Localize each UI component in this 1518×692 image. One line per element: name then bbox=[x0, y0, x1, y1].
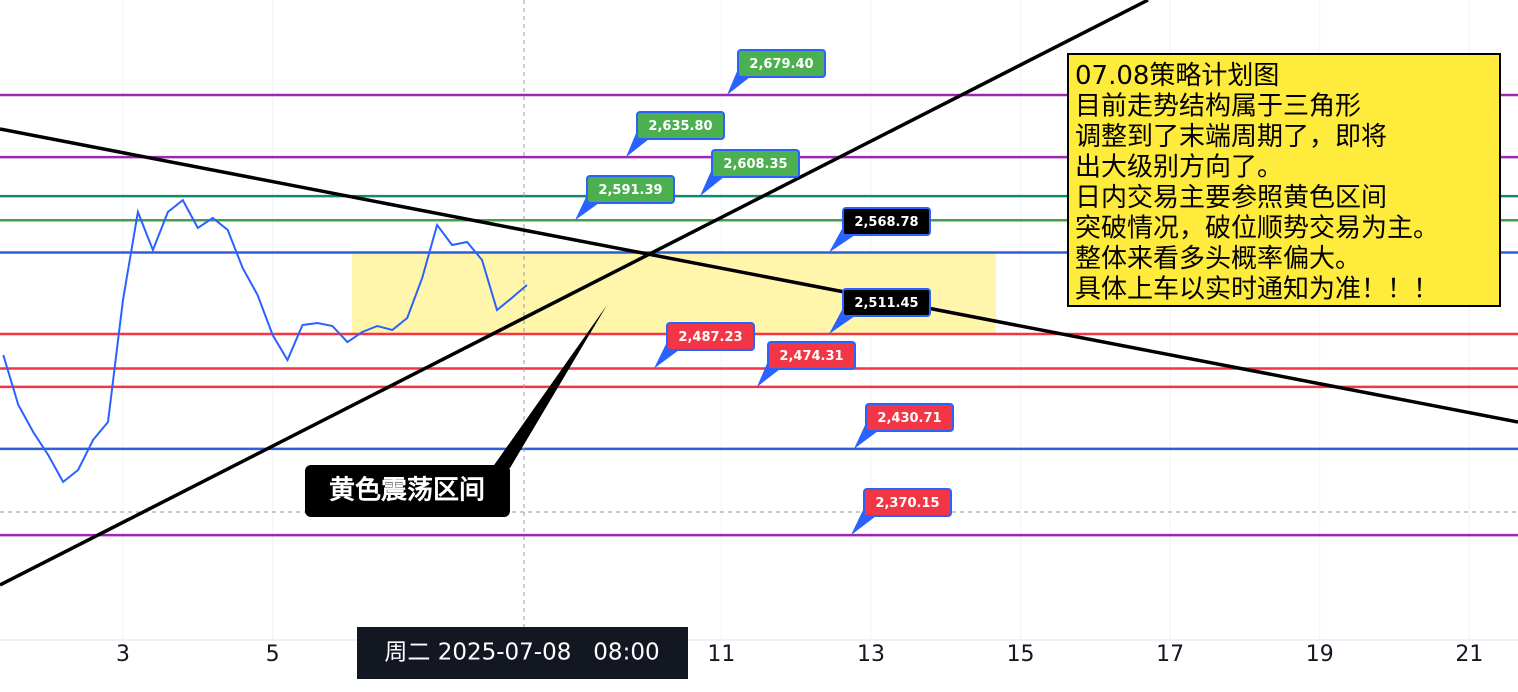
x-tick-label: 3 bbox=[116, 642, 130, 667]
crosshair-label: 周二 2025-07-08 08:00 bbox=[384, 640, 659, 666]
level-label-box bbox=[863, 488, 952, 517]
level-label-box bbox=[842, 207, 931, 236]
x-tick-label: 15 bbox=[1007, 642, 1035, 667]
level-label: 2,591.39 bbox=[598, 183, 662, 198]
x-tick-label: 17 bbox=[1156, 642, 1184, 667]
level-label: 2,474.31 bbox=[779, 349, 843, 364]
x-tick-label: 11 bbox=[707, 642, 735, 667]
note-box bbox=[1067, 53, 1501, 307]
zone-pointer bbox=[492, 305, 607, 468]
level-label-box bbox=[865, 403, 954, 432]
zone-label-box bbox=[305, 465, 510, 517]
level-label: 2,511.45 bbox=[854, 296, 918, 311]
crosshair-label-box bbox=[357, 627, 688, 679]
note-line: 整体来看多头概率偏大。 bbox=[1075, 244, 1361, 274]
level-label-box bbox=[842, 288, 931, 317]
x-tick-label: 19 bbox=[1306, 642, 1334, 667]
note-line: 具体上车以实时通知为准！！！ bbox=[1075, 275, 1439, 305]
down-trendline bbox=[0, 127, 1518, 424]
level-label: 2,487.23 bbox=[678, 330, 742, 345]
level-label: 2,608.35 bbox=[723, 157, 787, 172]
x-tick-label: 5 bbox=[266, 642, 280, 667]
note-line: 出大级别方向了。 bbox=[1075, 153, 1283, 183]
level-label-box bbox=[767, 341, 856, 370]
note-line: 目前走势结构属于三角形 bbox=[1075, 92, 1361, 122]
x-axis-area bbox=[0, 640, 1518, 692]
level-label-box bbox=[737, 49, 826, 78]
level-label: 2,635.80 bbox=[648, 119, 712, 134]
level-label: 2,568.78 bbox=[854, 215, 918, 230]
note-line: 日内交易主要参照黄色区间 bbox=[1075, 183, 1387, 213]
level-label-box bbox=[666, 322, 755, 351]
up-trendline bbox=[0, 0, 1149, 587]
level-label: 2,679.40 bbox=[749, 57, 813, 72]
level-label-box bbox=[711, 149, 800, 178]
level-label: 2,430.71 bbox=[877, 411, 941, 426]
note-line: 调整到了末端周期了，即将 bbox=[1075, 122, 1387, 152]
zone-label: 黄色震荡区间 bbox=[329, 475, 485, 506]
x-tick-label: 21 bbox=[1455, 642, 1483, 667]
level-label-box bbox=[586, 175, 675, 204]
note-line: 突破情况，破位顺势交易为主。 bbox=[1075, 214, 1439, 244]
note-line: 07.08策略计划图 bbox=[1075, 61, 1279, 91]
level-label: 2,370.15 bbox=[875, 496, 939, 511]
x-tick-label: 13 bbox=[857, 642, 885, 667]
price-line bbox=[2, 198, 528, 484]
level-label-box bbox=[636, 111, 725, 140]
